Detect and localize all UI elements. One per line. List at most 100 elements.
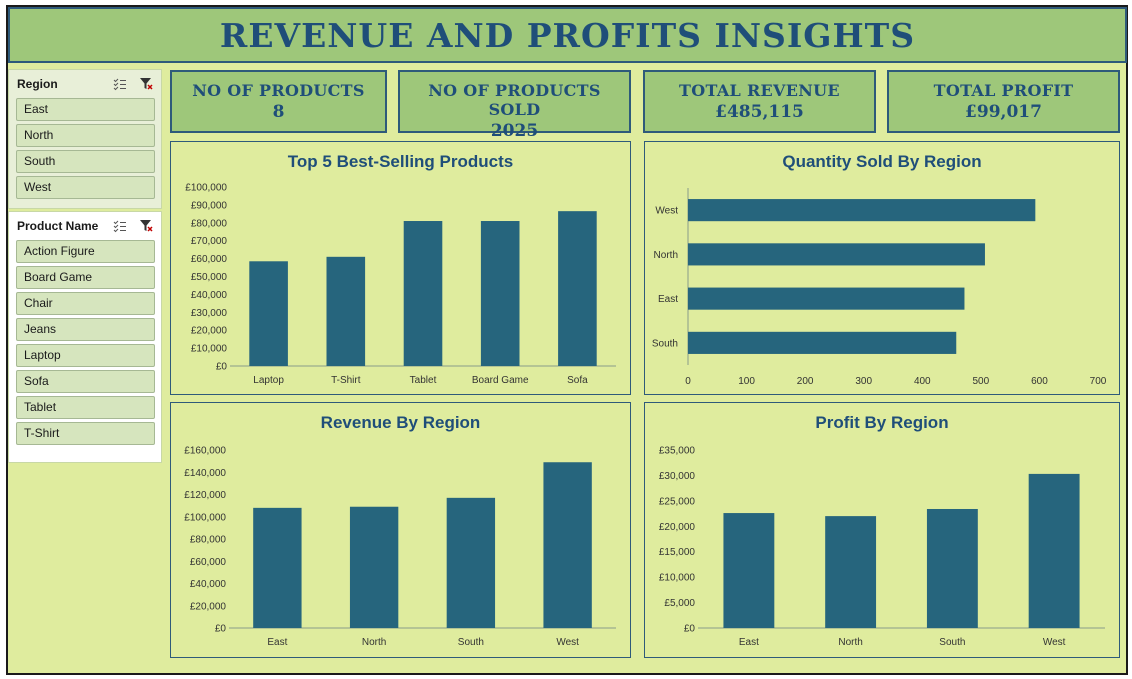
x-tick-label: 400 [914, 376, 931, 387]
kpi-card-total-profit: TOTAL PROFIT £99,017 [887, 70, 1120, 133]
y-tick-label: £40,000 [190, 579, 227, 590]
x-tick-label: 0 [685, 376, 691, 387]
x-tick-label: 600 [1031, 376, 1048, 387]
slicer-item-sofa[interactable]: Sofa [16, 370, 155, 393]
region-slicer-header: Region [9, 70, 161, 96]
quantity-by-region-chart-svg: 0 100 200 300 400 500 600 700 West North East South [652, 188, 1107, 387]
multi-select-icon[interactable] [113, 77, 127, 91]
kpi-label: TOTAL PROFIT [933, 81, 1074, 100]
bar [1028, 473, 1080, 628]
y-tick-label: £20,000 [191, 326, 228, 337]
bar [688, 331, 957, 354]
revenue-by-region-chart: Revenue By Region £0 £20,000 £40,000 £60,00… [170, 402, 631, 658]
clear-filter-icon[interactable] [139, 77, 153, 91]
y-tick-label: £60,000 [190, 557, 227, 568]
x-tick-label: 300 [855, 376, 872, 387]
bar [688, 287, 965, 310]
x-tick-label: North [838, 637, 862, 648]
bar [249, 261, 288, 366]
x-tick-label: Laptop [253, 375, 284, 386]
slicer-item-east[interactable]: East [16, 98, 155, 121]
x-tick-label: Sofa [567, 375, 588, 386]
x-tick-label: T-Shirt [331, 375, 361, 386]
x-tick-label: Board Game [472, 375, 529, 386]
y-tick-label: £10,000 [659, 573, 696, 584]
kpi-card-products: NO OF PRODUCTS 8 [170, 70, 387, 133]
x-tick-label: 500 [973, 376, 990, 387]
slicer-item-west[interactable]: West [16, 176, 155, 199]
x-tick-label: East [267, 637, 287, 648]
y-tick-label: North [654, 250, 678, 261]
kpi-label: TOTAL REVENUE [679, 81, 840, 100]
profit-by-region-chart-svg: £0 £5,000 £10,000 £15,000 £20,000 £25,000 £30,… [659, 446, 1105, 648]
y-tick-label: £100,000 [184, 512, 226, 523]
bar [446, 497, 496, 628]
x-tick-label: West [556, 637, 579, 648]
y-tick-label: £140,000 [184, 468, 226, 479]
y-tick-label: £10,000 [191, 344, 228, 355]
kpi-value: £99,017 [965, 102, 1042, 122]
x-tick-label: Tablet [410, 375, 437, 386]
kpi-value: 8 [272, 102, 285, 122]
slicer-item-board-game[interactable]: Board Game [16, 266, 155, 289]
y-tick-label: £0 [684, 624, 696, 635]
kpi-card-products-sold: NO OF PRODUCTS SOLD 2025 [398, 70, 631, 141]
slicer-item-south[interactable]: South [16, 150, 155, 173]
x-tick-label: South [939, 637, 965, 648]
bar [723, 513, 775, 628]
profit-by-region-chart: Profit By Region £0 £5,000 £10,000 £15,000 £… [644, 402, 1120, 658]
x-tick-label: 700 [1090, 376, 1107, 387]
chart-title: Profit By Region [815, 413, 949, 432]
slicer-item-chair[interactable]: Chair [16, 292, 155, 315]
y-tick-label: £100,000 [185, 183, 227, 194]
y-tick-label: £120,000 [184, 490, 226, 501]
kpi-value: £485,115 [715, 102, 804, 122]
x-tick-label: East [739, 637, 759, 648]
quantity-by-region-chart: Quantity Sold By Region 0 100 200 300 400 500… [644, 141, 1120, 395]
bar [926, 508, 978, 628]
y-tick-label: £35,000 [659, 446, 696, 457]
x-tick-label: 200 [797, 376, 814, 387]
slicer-item-jeans[interactable]: Jeans [16, 318, 155, 341]
bar [543, 462, 592, 628]
bar [403, 221, 443, 366]
region-slicer: Region East North South West [8, 69, 162, 209]
slicer-item-north[interactable]: North [16, 124, 155, 147]
kpi-card-total-revenue: TOTAL REVENUE £485,115 [643, 70, 876, 133]
top-products-chart-svg: £0 £10,000 £20,000 £30,000 £40,000 £50,000 £60… [185, 183, 616, 386]
bar [558, 211, 597, 366]
y-tick-label: £70,000 [191, 236, 228, 247]
slicer-item-laptop[interactable]: Laptop [16, 344, 155, 367]
y-tick-label: £90,000 [191, 200, 228, 211]
bar [326, 256, 366, 366]
clear-filter-icon[interactable] [139, 219, 153, 233]
bar [253, 507, 302, 628]
y-tick-label: £60,000 [191, 254, 228, 265]
y-tick-label: £80,000 [191, 218, 228, 229]
x-tick-label: South [458, 637, 484, 648]
product-slicer-title: Product Name [17, 219, 99, 233]
product-slicer-header: Product Name [9, 212, 161, 238]
y-tick-label: South [652, 338, 678, 349]
kpi-label: NO OF PRODUCTS [192, 81, 365, 100]
x-tick-label: 100 [738, 376, 755, 387]
revenue-by-region-chart-svg: £0 £20,000 £40,000 £60,000 £80,000 £100,000 £1… [184, 446, 616, 648]
bar [688, 199, 1036, 222]
y-tick-label: £15,000 [659, 547, 696, 558]
bar [349, 506, 399, 628]
chart-title: Top 5 Best-Selling Products [287, 152, 514, 171]
y-tick-label: £30,000 [191, 308, 228, 319]
slicer-item-t-shirt[interactable]: T-Shirt [16, 422, 155, 445]
x-tick-label: North [362, 637, 386, 648]
y-tick-label: £40,000 [191, 290, 228, 301]
slicer-item-tablet[interactable]: Tablet [16, 396, 155, 419]
product-slicer: Product Name Action Figure Board Game Ch… [8, 211, 162, 463]
slicer-item-action-figure[interactable]: Action Figure [16, 240, 155, 263]
bar [688, 243, 985, 266]
y-tick-label: East [658, 294, 678, 305]
x-tick-label: West [1043, 637, 1066, 648]
bar [825, 516, 877, 628]
multi-select-icon[interactable] [113, 219, 127, 233]
dashboard-title: REVENUE AND PROFITS INSIGHTS [219, 15, 916, 55]
kpi-value: 2025 [490, 121, 539, 141]
